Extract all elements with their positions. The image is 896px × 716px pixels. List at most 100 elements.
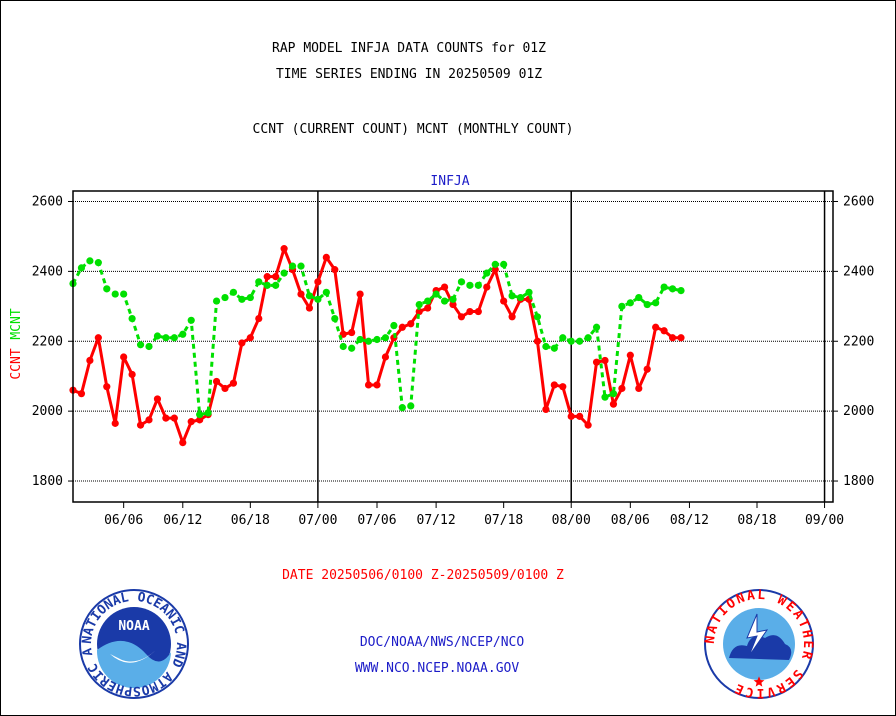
data-point-mcnt	[424, 297, 432, 305]
data-point-mcnt	[432, 290, 440, 298]
data-point-ccnt	[196, 416, 204, 424]
y-tick-label-left: 2600	[32, 194, 63, 209]
data-point-mcnt	[305, 292, 314, 300]
data-point-ccnt	[356, 290, 364, 298]
data-point-mcnt	[550, 344, 558, 352]
data-point-ccnt	[398, 323, 406, 331]
data-point-ccnt	[643, 365, 651, 373]
data-point-mcnt	[272, 281, 280, 289]
data-point-mcnt	[508, 292, 516, 300]
data-point-ccnt	[592, 358, 601, 366]
x-tick-label: 08/06	[611, 513, 650, 528]
data-point-mcnt	[398, 404, 406, 412]
data-point-ccnt	[601, 356, 609, 365]
data-point-ccnt	[677, 334, 685, 342]
y-tick-label-left: 2400	[32, 264, 63, 279]
data-point-ccnt	[314, 278, 322, 286]
data-point-ccnt	[94, 334, 102, 342]
data-point-ccnt	[559, 383, 567, 391]
x-tick-label: 07/18	[484, 513, 523, 528]
data-point-mcnt	[491, 260, 499, 268]
data-point-mcnt	[516, 293, 525, 302]
data-point-ccnt	[255, 314, 263, 323]
data-point-mcnt	[609, 390, 618, 398]
data-point-ccnt	[576, 412, 584, 420]
data-point-ccnt	[272, 273, 280, 281]
data-point-mcnt	[525, 288, 533, 296]
data-point-mcnt	[229, 288, 238, 296]
data-point-ccnt	[187, 418, 195, 426]
data-point-mcnt	[618, 302, 626, 310]
data-point-ccnt	[567, 412, 575, 420]
date-range: DATE 20250506/0100 Z-20250509/0100 Z	[282, 568, 564, 583]
data-point-mcnt	[111, 290, 119, 298]
data-point-mcnt	[221, 293, 229, 302]
data-point-mcnt	[668, 285, 677, 293]
noaa-logo-text: NOAA	[118, 619, 149, 634]
data-point-mcnt	[77, 264, 86, 272]
y-axis-label: CCNT MCNT	[9, 308, 24, 379]
data-point-mcnt	[94, 259, 102, 267]
data-point-mcnt	[331, 314, 339, 323]
website-url: WWW.NCO.NCEP.NOAA.GOV	[355, 661, 520, 676]
x-tick-label: 06/12	[163, 513, 202, 528]
data-point-mcnt	[153, 332, 162, 340]
y-tick-label-right: 2600	[843, 194, 874, 209]
data-point-ccnt	[415, 307, 423, 316]
data-point-mcnt	[483, 269, 491, 277]
data-point-ccnt	[221, 384, 229, 393]
data-point-mcnt	[542, 342, 550, 351]
x-tick-label: 07/06	[357, 513, 396, 528]
data-point-ccnt	[170, 414, 178, 422]
data-point-ccnt	[635, 384, 643, 393]
data-point-mcnt	[297, 262, 305, 270]
series-line-ccnt	[72, 247, 681, 445]
data-point-mcnt	[390, 321, 398, 330]
data-point-mcnt	[120, 290, 128, 298]
data-point-mcnt	[381, 334, 390, 342]
data-point-ccnt	[322, 253, 330, 261]
data-point-mcnt	[246, 293, 254, 302]
data-point-mcnt	[635, 293, 643, 302]
data-point-ccnt	[331, 266, 339, 274]
data-point-ccnt	[212, 377, 221, 386]
data-point-ccnt	[103, 383, 111, 391]
data-point-ccnt	[533, 337, 542, 345]
data-point-mcnt	[440, 297, 449, 305]
data-point-mcnt	[145, 342, 153, 351]
data-point-mcnt	[592, 323, 601, 331]
y-tick-label-right: 2400	[843, 264, 874, 279]
data-point-ccnt	[86, 356, 94, 365]
plot-frame	[72, 190, 834, 503]
data-point-ccnt	[229, 379, 238, 387]
data-point-mcnt	[348, 344, 356, 352]
data-point-ccnt	[491, 266, 499, 274]
data-point-mcnt	[533, 313, 542, 321]
data-point-ccnt	[297, 290, 305, 298]
x-tick-label: 07/12	[417, 513, 456, 528]
data-point-mcnt	[263, 281, 271, 289]
data-point-ccnt	[348, 328, 356, 337]
data-point-mcnt	[255, 278, 263, 286]
y-label-ccnt: CCNT	[9, 348, 24, 379]
data-point-mcnt	[407, 402, 415, 410]
data-point-mcnt	[212, 297, 221, 305]
data-point-mcnt	[660, 283, 668, 291]
data-point-ccnt	[652, 323, 660, 331]
data-point-ccnt	[179, 438, 187, 447]
data-point-ccnt	[136, 421, 145, 429]
x-tick-label: 08/12	[670, 513, 709, 528]
x-tick-label: 08/00	[552, 513, 591, 528]
data-point-mcnt	[677, 286, 685, 295]
data-point-mcnt	[196, 411, 204, 419]
nws-logo: NATIONAL WEATHER SERVICE	[703, 588, 814, 700]
data-point-mcnt	[584, 334, 592, 342]
org-path: DOC/NOAA/NWS/NCEP/NCO	[360, 635, 525, 650]
data-point-mcnt	[86, 257, 94, 265]
data-point-mcnt	[136, 341, 145, 349]
data-point-ccnt	[305, 304, 314, 312]
data-point-mcnt	[500, 260, 508, 268]
data-point-ccnt	[440, 283, 449, 291]
data-point-mcnt	[322, 288, 330, 296]
data-point-mcnt	[288, 262, 297, 270]
